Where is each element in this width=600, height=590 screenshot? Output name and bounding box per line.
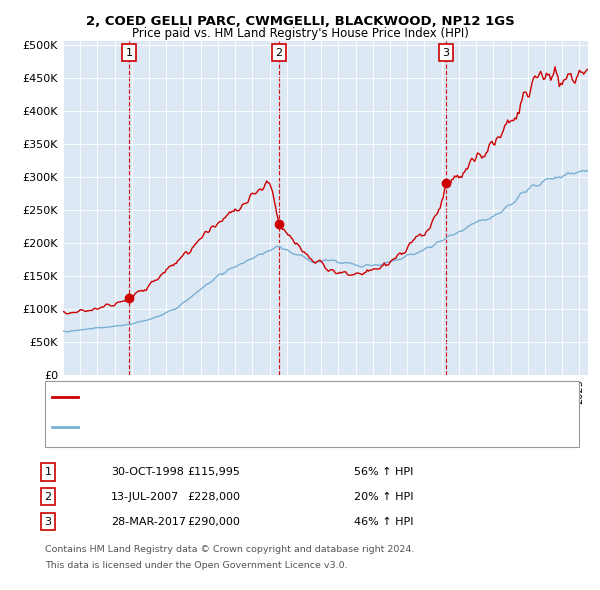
Text: 2, COED GELLI PARC, CWMGELLI, BLACKWOOD, NP12 1GS: 2, COED GELLI PARC, CWMGELLI, BLACKWOOD,…	[86, 15, 514, 28]
Text: 1: 1	[125, 48, 133, 57]
Text: This data is licensed under the Open Government Licence v3.0.: This data is licensed under the Open Gov…	[45, 560, 347, 570]
Text: 20% ↑ HPI: 20% ↑ HPI	[354, 492, 413, 502]
Text: £115,995: £115,995	[187, 467, 240, 477]
Text: 1: 1	[44, 467, 52, 477]
Text: 3: 3	[44, 517, 52, 526]
Text: 46% ↑ HPI: 46% ↑ HPI	[354, 517, 413, 526]
Text: 2: 2	[275, 48, 282, 57]
Text: 56% ↑ HPI: 56% ↑ HPI	[354, 467, 413, 477]
Text: 13-JUL-2007: 13-JUL-2007	[111, 492, 179, 502]
Text: HPI: Average price, detached house, Caerphilly: HPI: Average price, detached house, Caer…	[84, 422, 341, 432]
Text: 2, COED GELLI PARC, CWMGELLI, BLACKWOOD, NP12 1GS (detached house): 2, COED GELLI PARC, CWMGELLI, BLACKWOOD,…	[84, 392, 500, 402]
Text: 28-MAR-2017: 28-MAR-2017	[111, 517, 186, 526]
Text: 30-OCT-1998: 30-OCT-1998	[111, 467, 184, 477]
Text: £290,000: £290,000	[187, 517, 240, 526]
Text: Contains HM Land Registry data © Crown copyright and database right 2024.: Contains HM Land Registry data © Crown c…	[45, 545, 415, 555]
Text: £228,000: £228,000	[187, 492, 240, 502]
Text: 3: 3	[442, 48, 449, 57]
Text: Price paid vs. HM Land Registry's House Price Index (HPI): Price paid vs. HM Land Registry's House …	[131, 27, 469, 40]
Text: 2: 2	[44, 492, 52, 502]
